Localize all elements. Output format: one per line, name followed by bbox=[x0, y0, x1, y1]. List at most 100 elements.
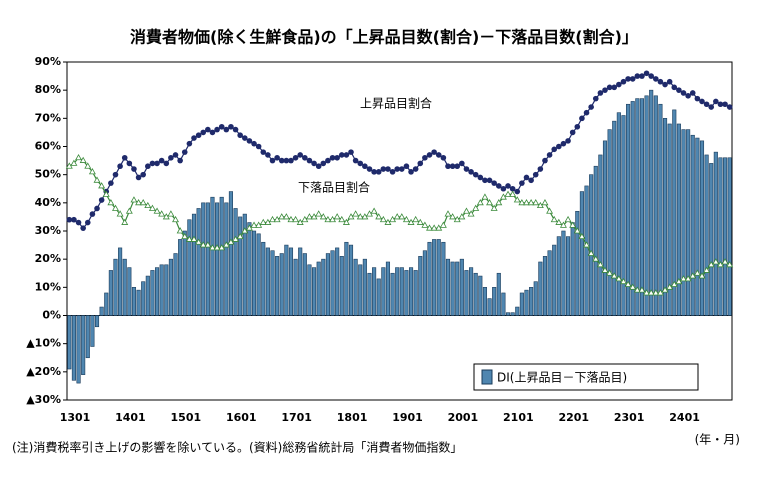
x-tick-label: 1301 bbox=[60, 411, 91, 424]
marker bbox=[666, 78, 673, 85]
marker bbox=[338, 215, 346, 223]
marker bbox=[140, 171, 146, 178]
marker bbox=[153, 207, 161, 214]
bar bbox=[459, 258, 464, 316]
marker bbox=[476, 199, 484, 206]
marker bbox=[412, 166, 419, 172]
marker bbox=[606, 269, 614, 276]
marker bbox=[88, 168, 96, 175]
marker bbox=[527, 199, 535, 206]
bar bbox=[653, 95, 658, 316]
marker bbox=[500, 185, 507, 192]
marker bbox=[292, 154, 299, 161]
bar bbox=[510, 312, 515, 316]
marker bbox=[393, 213, 401, 220]
marker bbox=[486, 177, 493, 184]
marker bbox=[232, 126, 239, 133]
marker bbox=[625, 76, 631, 82]
marker bbox=[412, 215, 420, 223]
bar bbox=[316, 261, 321, 316]
bar bbox=[348, 244, 354, 316]
marker bbox=[320, 160, 327, 167]
marker bbox=[70, 159, 78, 166]
marker bbox=[578, 232, 586, 240]
marker bbox=[546, 207, 554, 214]
bar bbox=[251, 230, 257, 316]
bar bbox=[362, 258, 367, 316]
marker bbox=[246, 138, 253, 144]
bar bbox=[344, 241, 349, 316]
bar bbox=[321, 258, 326, 316]
bar bbox=[261, 241, 266, 316]
marker bbox=[380, 166, 387, 172]
marker bbox=[408, 169, 414, 175]
series-annotation: 下落品目割合 bbox=[298, 180, 370, 195]
x-tick-label: 1901 bbox=[392, 411, 423, 424]
marker bbox=[680, 275, 687, 282]
bar bbox=[718, 157, 723, 316]
marker bbox=[84, 219, 91, 226]
y-tick-label: 20% bbox=[35, 252, 61, 265]
bar bbox=[219, 196, 224, 316]
series-annotation: 上昇品目割合 bbox=[360, 96, 432, 111]
bar bbox=[519, 292, 524, 316]
marker bbox=[703, 101, 710, 108]
marker bbox=[324, 215, 332, 223]
bar bbox=[649, 89, 654, 316]
marker bbox=[597, 90, 604, 96]
bar bbox=[307, 264, 312, 316]
marker bbox=[620, 78, 627, 85]
marker bbox=[699, 98, 705, 105]
bar bbox=[505, 312, 511, 316]
marker bbox=[643, 70, 650, 77]
y-tick-label: 60% bbox=[35, 140, 61, 153]
marker bbox=[375, 169, 382, 175]
bar bbox=[441, 241, 446, 316]
bar bbox=[404, 270, 409, 316]
bar bbox=[76, 315, 81, 384]
bar bbox=[524, 289, 529, 316]
marker bbox=[629, 283, 637, 290]
bar bbox=[704, 154, 709, 316]
marker bbox=[619, 277, 627, 285]
marker bbox=[634, 73, 641, 79]
bar bbox=[191, 213, 197, 316]
y-tick-label: 10% bbox=[35, 280, 61, 293]
legend-label: DI(上昇品目－下落品目) bbox=[497, 371, 627, 385]
marker bbox=[633, 286, 641, 293]
marker bbox=[283, 157, 290, 164]
bar bbox=[298, 247, 303, 316]
marker bbox=[564, 215, 572, 223]
bar bbox=[159, 264, 164, 316]
marker bbox=[440, 154, 447, 161]
marker bbox=[302, 154, 308, 161]
marker bbox=[228, 123, 234, 130]
marker bbox=[338, 152, 345, 158]
marker bbox=[403, 163, 410, 170]
marker bbox=[495, 183, 502, 189]
bar bbox=[445, 258, 451, 316]
marker bbox=[181, 232, 189, 240]
marker bbox=[269, 215, 276, 223]
marker bbox=[255, 143, 262, 150]
y-tick-label: ▲30% bbox=[26, 393, 61, 406]
marker bbox=[477, 174, 484, 181]
marker bbox=[708, 104, 715, 110]
marker bbox=[131, 166, 137, 172]
bar bbox=[94, 315, 100, 328]
bar bbox=[288, 247, 294, 316]
bar bbox=[141, 281, 146, 316]
marker bbox=[112, 171, 119, 178]
bar bbox=[413, 270, 418, 316]
bar bbox=[418, 256, 423, 316]
bar bbox=[626, 103, 631, 316]
marker bbox=[458, 213, 466, 220]
marker bbox=[208, 244, 216, 251]
bar bbox=[598, 154, 603, 316]
marker bbox=[583, 241, 591, 248]
marker bbox=[556, 143, 562, 150]
marker bbox=[209, 129, 216, 136]
marker bbox=[311, 160, 317, 167]
marker bbox=[648, 73, 654, 79]
marker bbox=[66, 216, 73, 223]
